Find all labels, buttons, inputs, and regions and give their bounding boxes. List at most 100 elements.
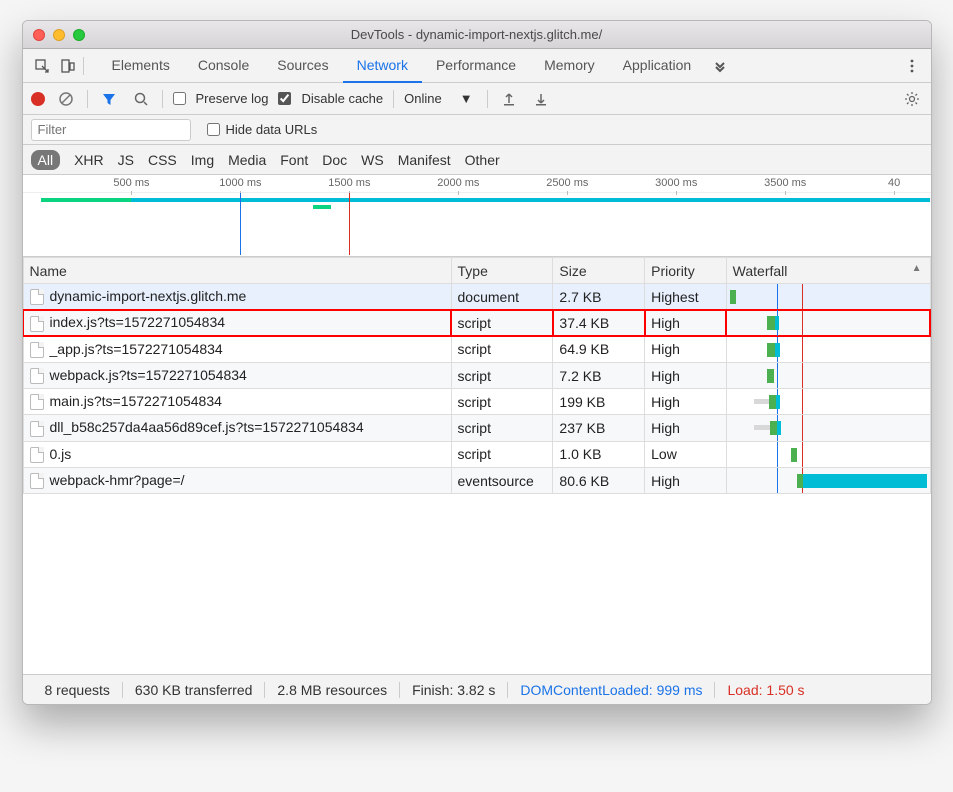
file-icon: [30, 316, 44, 332]
close-window-button[interactable]: [33, 29, 45, 41]
kebab-menu-icon[interactable]: [901, 55, 923, 77]
search-icon[interactable]: [130, 88, 152, 110]
col-size[interactable]: Size: [553, 258, 645, 284]
timeline-tick: 1000 ms: [219, 177, 261, 189]
request-row[interactable]: index.js?ts=1572271054834script37.4 KBHi…: [23, 310, 930, 336]
type-filter-other[interactable]: Other: [465, 152, 500, 168]
type-filter-manifest[interactable]: Manifest: [398, 152, 451, 168]
timeline-bar: [41, 198, 132, 202]
request-name: index.js?ts=1572271054834: [50, 314, 226, 330]
file-icon: [30, 447, 44, 463]
download-har-icon[interactable]: [530, 88, 552, 110]
request-priority: High: [645, 415, 727, 441]
titlebar: DevTools - dynamic-import-nextjs.glitch.…: [23, 21, 931, 49]
request-priority: High: [645, 310, 727, 336]
request-type: document: [451, 284, 553, 310]
file-icon: [30, 289, 44, 305]
request-type: eventsource: [451, 468, 553, 494]
disable-cache-label: Disable cache: [301, 91, 383, 106]
devtools-window: DevTools - dynamic-import-nextjs.glitch.…: [22, 20, 932, 705]
zoom-window-button[interactable]: [73, 29, 85, 41]
request-waterfall: [726, 389, 930, 415]
request-types-row: All XHR JS CSS Img Media Font Doc WS Manifest Othe…: [23, 145, 931, 175]
preserve-log-label: Preserve log: [196, 91, 269, 106]
col-name[interactable]: Name: [23, 258, 451, 284]
disable-cache-checkbox[interactable]: [278, 92, 291, 105]
upload-har-icon[interactable]: [498, 88, 520, 110]
requests-table: Name Type Size Priority Waterfall dynami…: [23, 257, 931, 494]
record-button[interactable]: [31, 92, 45, 106]
request-row[interactable]: _app.js?ts=1572271054834script64.9 KBHig…: [23, 336, 930, 362]
tab-console[interactable]: Console: [184, 49, 263, 83]
col-waterfall[interactable]: Waterfall: [726, 258, 930, 284]
type-filter-ws[interactable]: WS: [361, 152, 384, 168]
throttle-value: Online: [404, 91, 442, 106]
status-transferred: 630 KB transferred: [123, 682, 266, 698]
type-filter-font[interactable]: Font: [280, 152, 308, 168]
request-waterfall: [726, 415, 930, 441]
request-name: main.js?ts=1572271054834: [50, 393, 222, 409]
request-row[interactable]: 0.jsscript1.0 KBLow: [23, 441, 930, 467]
tab-application[interactable]: Application: [609, 49, 706, 83]
tab-network[interactable]: Network: [343, 49, 422, 83]
throttle-select[interactable]: Online ▼: [404, 91, 476, 106]
type-filter-css[interactable]: CSS: [148, 152, 177, 168]
file-icon: [30, 394, 44, 410]
filter-icon[interactable]: [98, 88, 120, 110]
timeline-bar: [313, 205, 331, 209]
request-name: webpack-hmr?page=/: [50, 472, 185, 488]
request-type: script: [451, 389, 553, 415]
timeline-overview[interactable]: 500 ms1000 ms1500 ms2000 ms2500 ms3000 m…: [23, 175, 931, 257]
request-row[interactable]: webpack.js?ts=1572271054834script7.2 KBH…: [23, 362, 930, 388]
minimize-window-button[interactable]: [53, 29, 65, 41]
timeline-marker: [240, 193, 241, 255]
hide-data-urls-label: Hide data URLs: [226, 122, 318, 137]
clear-icon[interactable]: [55, 88, 77, 110]
timeline-tick: 2000 ms: [437, 177, 479, 189]
request-size: 2.7 KB: [553, 284, 645, 310]
request-name: dynamic-import-nextjs.glitch.me: [50, 288, 247, 304]
request-row[interactable]: main.js?ts=1572271054834 script199 KBHigh: [23, 389, 930, 415]
more-tabs-icon[interactable]: [709, 55, 731, 77]
request-size: 64.9 KB: [553, 336, 645, 362]
file-icon: [30, 368, 44, 384]
request-row[interactable]: dynamic-import-nextjs.glitch.me document2…: [23, 284, 930, 310]
col-priority[interactable]: Priority: [645, 258, 727, 284]
traffic-lights: [33, 29, 85, 41]
timeline-bar: [240, 198, 358, 202]
type-filter-all[interactable]: All: [31, 150, 61, 170]
request-priority: High: [645, 389, 727, 415]
hide-data-urls-checkbox[interactable]: [207, 123, 220, 136]
type-filter-js[interactable]: JS: [118, 152, 134, 168]
device-toolbar-icon[interactable]: [57, 55, 79, 77]
timeline-body: [23, 193, 931, 255]
type-filter-xhr[interactable]: XHR: [74, 152, 104, 168]
timeline-marker: [349, 193, 350, 255]
timeline-tick: 40: [888, 177, 900, 189]
request-waterfall: [726, 441, 930, 467]
request-row[interactable]: webpack-hmr?page=/eventsource80.6 KBHigh: [23, 468, 930, 494]
tab-elements[interactable]: Elements: [98, 49, 184, 83]
request-name: _app.js?ts=1572271054834: [50, 341, 223, 357]
preserve-log-checkbox[interactable]: [173, 92, 186, 105]
status-bar: 8 requests 630 KB transferred 2.8 MB res…: [23, 674, 931, 704]
request-waterfall: [726, 310, 930, 336]
timeline-bar: [131, 198, 240, 202]
settings-gear-icon[interactable]: [901, 88, 923, 110]
request-priority: Highest: [645, 284, 727, 310]
request-size: 199 KB: [553, 389, 645, 415]
inspect-element-icon[interactable]: [31, 55, 53, 77]
request-waterfall: [726, 336, 930, 362]
request-type: script: [451, 362, 553, 388]
tab-memory[interactable]: Memory: [530, 49, 609, 83]
status-resources: 2.8 MB resources: [265, 682, 400, 698]
request-row[interactable]: dll_b58c257da4aa56d89cef.js?ts=157227105…: [23, 415, 930, 441]
type-filter-img[interactable]: Img: [191, 152, 214, 168]
tab-sources[interactable]: Sources: [263, 49, 342, 83]
filter-input[interactable]: [31, 119, 191, 141]
tab-performance[interactable]: Performance: [422, 49, 530, 83]
type-filter-doc[interactable]: Doc: [322, 152, 347, 168]
col-type[interactable]: Type: [451, 258, 553, 284]
type-filter-media[interactable]: Media: [228, 152, 266, 168]
timeline-bar: [358, 198, 930, 202]
